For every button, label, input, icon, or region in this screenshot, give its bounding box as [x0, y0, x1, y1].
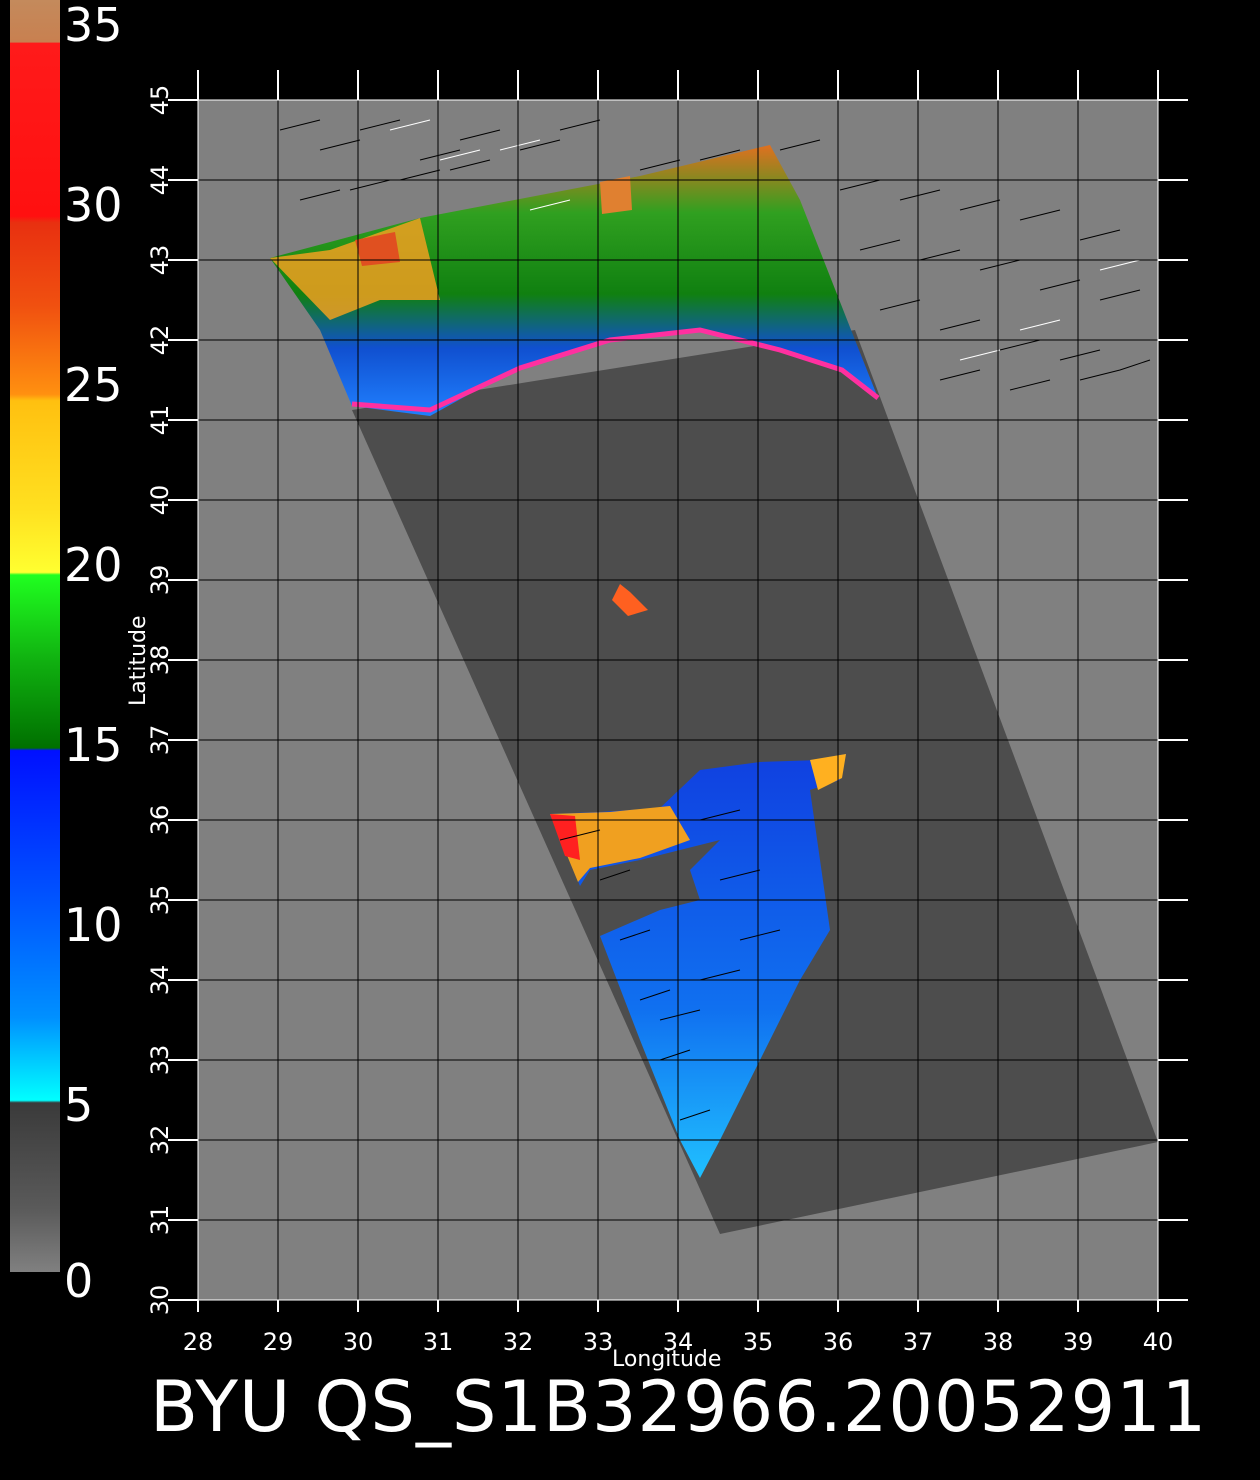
lat-tick-label: 35: [146, 885, 174, 916]
lon-tick-label: 38: [983, 1328, 1014, 1356]
lat-tick-label: 34: [146, 965, 174, 996]
lat-tick-label: 30: [146, 1285, 174, 1316]
colorbar-label-5: 5: [64, 1078, 94, 1132]
colorbar-label-35: 35: [64, 0, 123, 52]
colorbar: [10, 0, 60, 1272]
image-title: BYU QS_S1B32966.20052911: [150, 1366, 1208, 1448]
latitude-tick-labels: 30 31 32 33 34 35 36 37 38 39 40 41 42 43 44 45: [146, 85, 174, 1316]
lat-tick-label: 33: [146, 1045, 174, 1076]
axis-ticks: [168, 70, 1188, 1312]
high-wind-patch: [270, 218, 440, 320]
strong-wind-patch-4: [810, 754, 846, 790]
lon-tick-label: 29: [263, 1328, 294, 1356]
lat-tick-label: 45: [146, 85, 174, 116]
lon-tick-label: 33: [583, 1328, 614, 1356]
lat-tick-label: 43: [146, 245, 174, 276]
lat-tick-label: 44: [146, 165, 174, 196]
lon-tick-label: 40: [1143, 1328, 1174, 1356]
lat-tick-label: 37: [146, 725, 174, 756]
colorbar-label-20: 20: [64, 538, 123, 592]
lon-tick-label: 34: [663, 1328, 694, 1356]
strong-wind-patch: [355, 232, 400, 266]
lon-tick-label: 30: [343, 1328, 374, 1356]
lon-tick-label: 28: [183, 1328, 214, 1356]
lon-tick-label: 32: [503, 1328, 534, 1356]
x-axis-label: Longitude: [612, 1347, 722, 1372]
coast-edge-north: [351, 327, 880, 413]
lat-tick-label: 36: [146, 805, 174, 836]
longitude-tick-labels: 28 29 30 31 32 33 34 35 36 37 38 39 40: [183, 1328, 1174, 1356]
colorbar-gradient: [10, 0, 60, 1272]
colorbar-label-10: 10: [64, 898, 123, 952]
wind-barbs-white: [389, 119, 1141, 361]
black-sea-winds: [270, 145, 878, 416]
small-wind-patch: [612, 584, 648, 616]
lat-tick-label: 39: [146, 565, 174, 596]
colorbar-label-15: 15: [64, 718, 123, 772]
lon-tick-label: 39: [1063, 1328, 1094, 1356]
lon-tick-label: 31: [423, 1328, 454, 1356]
lon-tick-label: 36: [823, 1328, 854, 1356]
colorbar-label-25: 25: [64, 358, 123, 412]
lat-tick-label: 31: [146, 1205, 174, 1236]
wind-barbs: [279, 119, 1151, 1121]
lon-tick-label: 37: [903, 1328, 934, 1356]
strong-wind-patch-2: [600, 176, 632, 214]
lat-tick-label: 41: [146, 405, 174, 436]
lat-tick-label: 38: [146, 645, 174, 676]
lon-tick-label: 35: [743, 1328, 774, 1356]
colorbar-label-30: 30: [64, 178, 123, 232]
y-axis-label: Latitude: [126, 615, 151, 706]
cyprus-channel-winds: [550, 806, 690, 882]
strong-wind-patch-3: [550, 814, 580, 860]
lat-tick-label: 42: [146, 325, 174, 356]
colorbar-label-0: 0: [64, 1254, 94, 1308]
lat-tick-label: 32: [146, 1125, 174, 1156]
lat-tick-label: 40: [146, 485, 174, 516]
